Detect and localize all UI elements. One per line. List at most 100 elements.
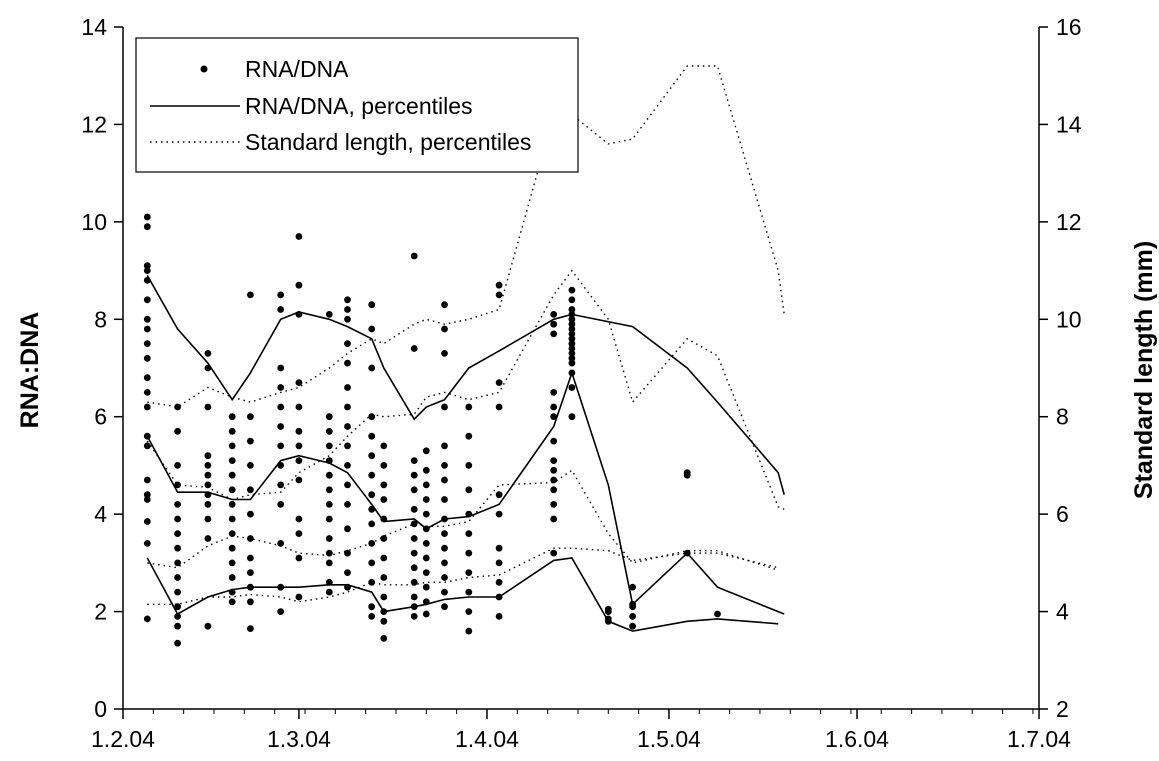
rna-dna-point: [295, 442, 303, 450]
rna-dna-point: [174, 613, 182, 620]
rna-dna-point: [410, 252, 418, 260]
rna-dna-point: [422, 569, 430, 576]
rna-dna-point: [550, 549, 558, 557]
rna-dna-point: [441, 350, 448, 357]
rna-dna-point: [495, 379, 503, 386]
rna-dna-point: [277, 403, 285, 411]
rna-dna-point: [568, 359, 576, 367]
rna-dna-point: [204, 491, 212, 499]
rna-dna-point: [228, 515, 236, 523]
rna-dna-point: [441, 530, 448, 537]
rna-dna-point: [550, 389, 558, 396]
rna-dna-point: [441, 544, 448, 552]
rna-dna-point: [344, 501, 351, 508]
rna-dna-point: [368, 491, 376, 499]
rna-dna-point: [325, 457, 333, 464]
rna-dna-point: [325, 413, 333, 421]
rna-dna-point: [325, 549, 333, 557]
rna-dna-percentile-line-2: [146, 275, 785, 495]
legend-label-rna-dna-percentiles: RNA/DNA, percentiles: [245, 93, 473, 119]
rna-dna-point: [143, 476, 151, 484]
rna-dna-point: [174, 481, 182, 489]
rna-dna-point: [174, 544, 182, 552]
y2-axis-title: Standard length (mm): [1130, 241, 1158, 499]
rna-dna-point: [550, 403, 558, 411]
y2-tick-label: 10: [1056, 306, 1082, 332]
rna-dna-point: [143, 491, 151, 499]
rna-dna-point: [204, 364, 212, 372]
rna-dna-point: [143, 540, 151, 547]
rna-dna-point: [629, 583, 636, 591]
rna-dna-point: [568, 320, 576, 328]
rna-dna-point: [143, 518, 151, 525]
rna-dna-point: [325, 486, 333, 494]
rna-dna-point: [380, 515, 388, 523]
rna-dna-point: [550, 515, 558, 523]
rna-dna-point: [380, 635, 388, 642]
rna-dna-point: [380, 462, 388, 469]
rna-dna-point: [368, 613, 376, 620]
rna-dna-point: [441, 496, 448, 503]
y2-tick-label: 14: [1056, 111, 1082, 137]
rna-dna-point: [568, 350, 576, 357]
rna-dna-point: [629, 613, 636, 620]
rna-dna-point: [277, 481, 285, 489]
rna-dna-point: [550, 413, 558, 421]
rna-dna-point: [568, 286, 576, 294]
rna-dna-point: [410, 505, 418, 513]
axes: 0 2 4 6 8 10 12 14 2 4 6 8 10 12 14 16 1.2.04 1.3.04 1.4.0…: [81, 14, 1081, 752]
rna-dna-point: [465, 486, 473, 494]
rna-dna-point: [368, 301, 376, 309]
rna-dna-percentile-line-1: [146, 370, 785, 615]
rna-dna-point: [277, 583, 285, 591]
rna-dna-point: [568, 384, 576, 391]
rna-dna-point: [204, 403, 212, 411]
rna-dna-point: [143, 340, 151, 347]
rna-dna-point: [495, 403, 503, 411]
rna-dna-point: [277, 384, 285, 391]
x-tick-label: 1.5.04: [637, 726, 701, 752]
rna-dna-point: [277, 501, 285, 508]
rna-dna-point: [368, 364, 376, 372]
rna-dna-point: [325, 442, 333, 450]
rna-dna-point: [441, 559, 448, 567]
rna-dna-point: [228, 574, 236, 581]
rna-dna-point: [380, 442, 388, 450]
rna-dna-point: [325, 311, 333, 318]
rna-dna-point: [422, 466, 430, 474]
rna-dna-point: [344, 306, 351, 313]
rna-dna-point: [422, 554, 430, 562]
rna-dna-point: [441, 603, 448, 611]
rna-dna-point: [174, 462, 182, 469]
rna-dna-point: [410, 345, 418, 352]
rna-dna-point: [277, 540, 285, 547]
rna-dna-point: [143, 267, 151, 274]
rna-dna-point: [604, 605, 612, 613]
rna-dna-point: [550, 501, 558, 508]
rna-dna-point: [410, 486, 418, 494]
rna-dna-point: [465, 462, 473, 469]
rna-dna-point: [344, 296, 351, 304]
rna-dna-point: [295, 554, 303, 562]
rna-dna-point: [174, 622, 182, 630]
rna-dna-point: [410, 535, 418, 542]
rna-dna-point: [568, 325, 576, 333]
rna-dna-point: [550, 330, 558, 338]
rna-dna-point: [344, 569, 351, 576]
rna-dna-point: [277, 608, 285, 615]
rna-dna-point: [422, 496, 430, 503]
x-tick-label: 1.2.04: [91, 726, 155, 752]
rna-dna-point: [143, 262, 151, 270]
rna-dna-point: [683, 549, 691, 557]
y2-tick-label: 4: [1056, 599, 1069, 625]
rna-dna-point: [143, 315, 151, 323]
rna-dna-point: [465, 608, 473, 615]
rna-dna-point: [344, 481, 351, 489]
rna-dna-point: [247, 554, 254, 562]
rna-dna-point: [204, 350, 212, 357]
rna-dna-point: [247, 413, 254, 421]
rna-dna-point: [228, 486, 236, 494]
rna-dna-point: [368, 603, 376, 611]
